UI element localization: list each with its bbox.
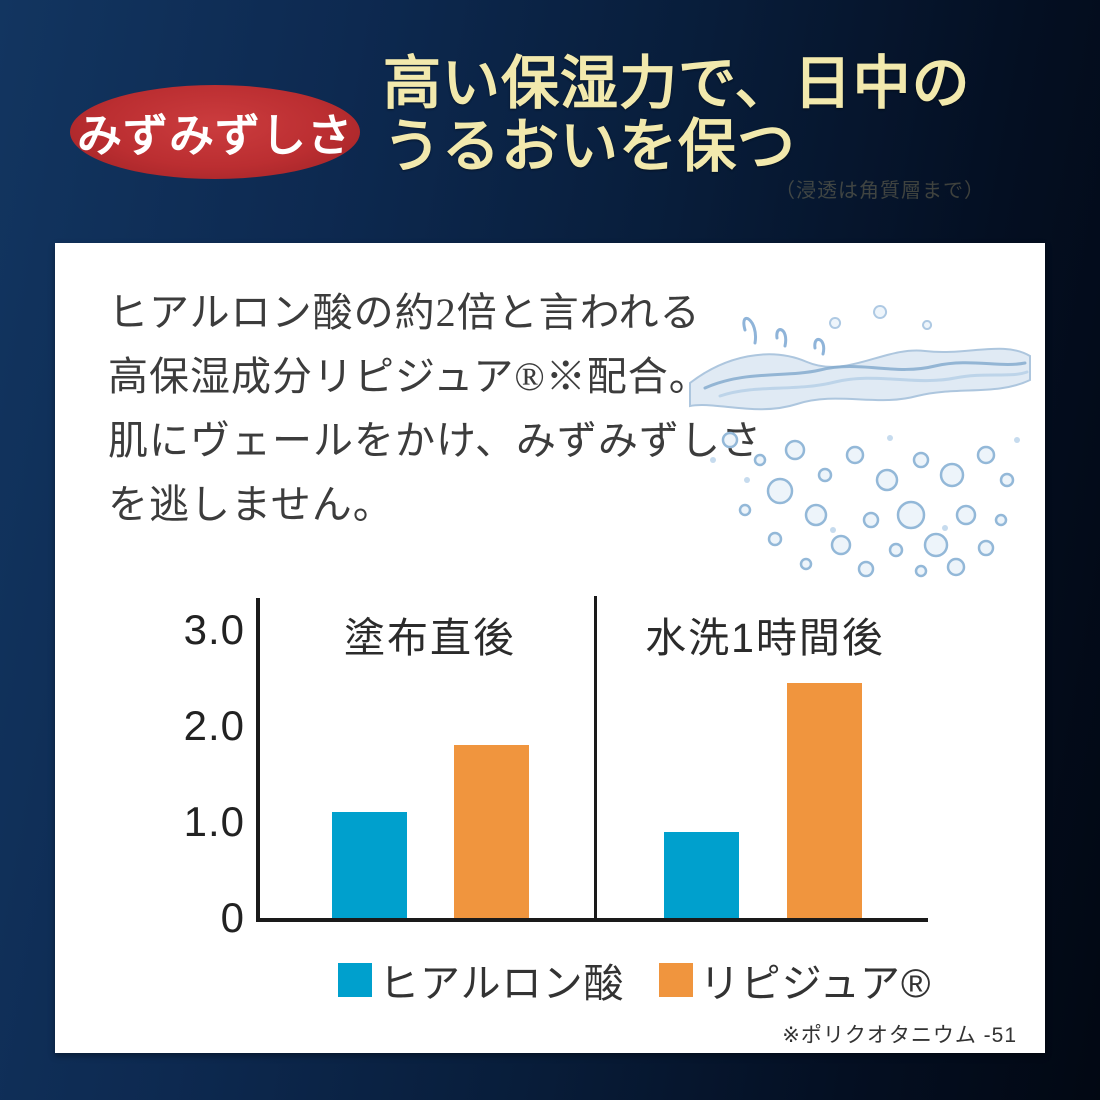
legend-item-2: リピジュア® [658,951,932,1009]
bar-series1-group1 [332,812,407,918]
group-label-1: 塗布直後 [344,615,516,661]
bar-series1-group2 [664,831,739,918]
y-axis-tick: 0 [220,894,245,941]
description-line: 肌にヴェールをかけ、みずみずしさ [108,418,762,463]
title-line-1: 高い保湿力で、日中の [383,51,971,116]
group-divider-line [594,596,597,918]
legend-swatch [338,963,372,997]
title-line-2: うるおいを保つ [383,114,797,179]
legend-swatch [658,963,693,997]
badge-label: みずみずしさ [76,110,353,161]
bar-series2-group2 [787,682,862,918]
legend-label: ヒアルロン酸 [379,962,625,1006]
water-splash-image [689,305,1031,578]
legend-item-1: ヒアルロン酸 [338,951,625,1009]
legend-label: リピジュア® [699,962,932,1006]
chart-footnote: ※ポリクオタニウム -51 [782,1024,1017,1047]
chart-legend: ヒアルロン酸 リピジュア® [338,951,931,1009]
content-card: ヒアルロン酸の約2倍と言われる 高保湿成分リピジュア®※配合。 肌にヴェールをか… [55,243,1045,1053]
y-axis-tick: 2.0 [183,702,245,749]
description-line: ヒアルロン酸の約2倍と言われる [108,290,701,335]
bar-series2-group1 [454,745,529,918]
description-line: 高保湿成分リピジュア®※配合。 [108,354,710,399]
y-axis: 0 1.0 2.0 3.0 [145,598,245,941]
group-label-2: 水洗1時間後 [645,615,885,661]
title-subnote: （浸透は角質層まで） [775,180,985,202]
plot-area: 塗布直後 水洗1時間後 [256,596,928,922]
y-axis-tick: 1.0 [183,798,245,845]
page-title: 高い保湿力で、日中の うるおいを保つ [383,52,971,178]
description-text: ヒアルロン酸の約2倍と言われる 高保湿成分リピジュア®※配合。 肌にヴェールをか… [108,281,762,537]
y-axis-tick: 3.0 [183,606,245,653]
description-line: を逃しません。 [108,482,394,527]
freshness-badge: みずみずしさ [70,85,360,179]
